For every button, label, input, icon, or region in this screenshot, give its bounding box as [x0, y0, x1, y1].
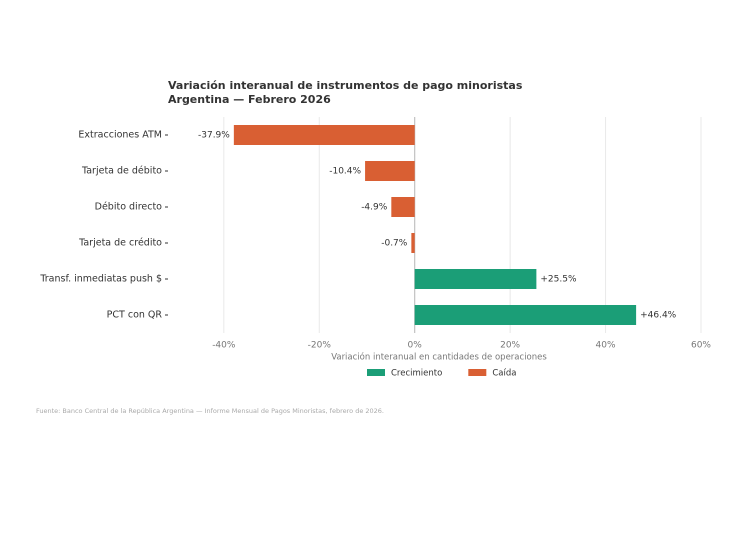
x-tick-label: -20% [308, 341, 332, 351]
value-label: +46.4% [640, 311, 677, 321]
bar [391, 197, 415, 217]
x-tick-label: 0% [408, 341, 423, 351]
y-tick-label: Tarjeta de débito [81, 166, 162, 177]
y-tick-label: Tarjeta de crédito [78, 238, 162, 249]
legend-swatch [468, 369, 487, 376]
bar [411, 233, 415, 253]
x-tick-label: 60% [691, 341, 711, 351]
y-tick-label: Transf. inmediatas push $ [39, 274, 162, 285]
value-label: -4.9% [361, 203, 388, 213]
y-tick-label: PCT con QR [107, 310, 163, 321]
y-tick-label: Extracciones ATM [78, 130, 162, 141]
bar [414, 305, 637, 325]
value-label: -37.9% [198, 131, 230, 141]
x-axis-label: Variación interanual en cantidades de op… [331, 352, 547, 363]
y-tick-label: Débito directo [95, 202, 163, 213]
value-label: -10.4% [329, 167, 361, 177]
chart-subtitle: Argentina — Febrero 2026 [168, 93, 331, 106]
legend-label: Caída [492, 369, 516, 379]
bar [365, 161, 415, 181]
x-tick-label: 40% [596, 341, 616, 351]
bar [233, 125, 415, 145]
bar [414, 269, 537, 289]
legend-label: Crecimiento [391, 369, 442, 379]
value-label: -0.7% [381, 239, 408, 249]
value-label: +25.5% [540, 275, 577, 285]
x-tick-label: 20% [500, 341, 520, 351]
legend-swatch [367, 369, 385, 376]
chart-title: Variación interanual de instrumentos de … [168, 79, 523, 92]
source: Fuente: Banco Central de la República Ar… [36, 407, 384, 415]
x-tick-label: -40% [212, 341, 236, 351]
